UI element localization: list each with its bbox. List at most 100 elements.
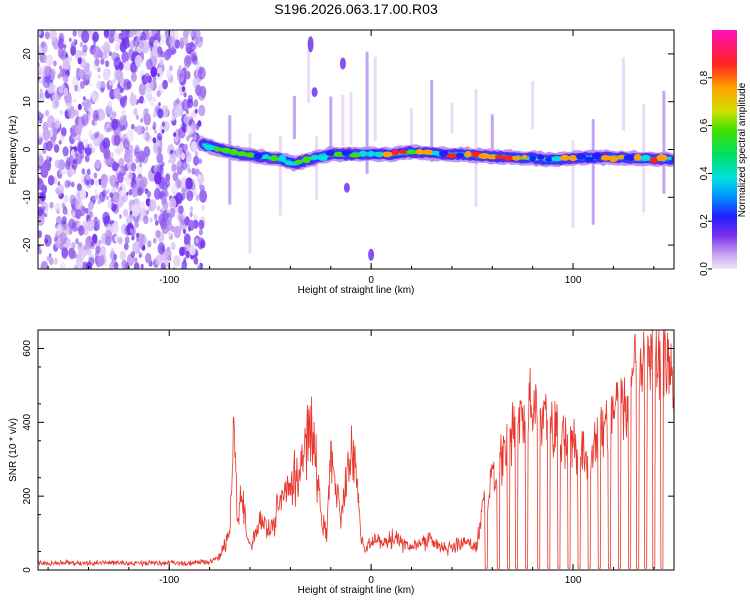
streak xyxy=(531,81,535,130)
streak xyxy=(329,96,333,150)
noise-blob xyxy=(152,112,157,118)
noise-blob xyxy=(95,194,99,200)
noise-blob xyxy=(190,122,196,131)
noise-blob xyxy=(59,169,63,175)
noise-blob xyxy=(62,146,69,157)
noise-blob xyxy=(119,250,126,261)
noise-blob xyxy=(113,253,118,261)
noise-blob xyxy=(77,57,82,65)
noise-blob xyxy=(181,246,187,256)
noise-blob xyxy=(131,203,140,217)
transient xyxy=(368,248,375,261)
noise-blob xyxy=(105,60,110,68)
noise-blob xyxy=(80,50,84,56)
noise-blob xyxy=(59,65,62,70)
noise-blob xyxy=(152,96,157,103)
noise-blob xyxy=(39,191,46,202)
noise-blob xyxy=(199,36,203,42)
noise-blob xyxy=(77,103,82,111)
noise-blob xyxy=(182,229,187,235)
streak xyxy=(228,115,232,205)
ridge-peak xyxy=(382,151,393,158)
ridge-peak xyxy=(421,149,434,155)
ridge-peak xyxy=(569,155,577,162)
noise-blob xyxy=(81,149,85,155)
noise-blob xyxy=(164,30,170,38)
noise-blob xyxy=(86,179,89,185)
noise-blob xyxy=(172,171,179,182)
noise-blob xyxy=(123,208,129,217)
noise-blob xyxy=(67,56,73,63)
noise-blob xyxy=(63,194,69,203)
transient xyxy=(307,36,314,53)
noise-blob xyxy=(69,194,77,205)
noise-blob xyxy=(84,154,90,163)
noise-blob xyxy=(100,58,105,65)
noise-blob xyxy=(82,44,88,53)
noise-blob xyxy=(197,66,206,80)
noise-blob xyxy=(183,143,188,152)
noise-blob xyxy=(130,62,137,73)
noise-blob xyxy=(134,144,140,153)
noise-blob xyxy=(198,219,205,230)
noise-blob xyxy=(134,257,138,263)
noise-blob xyxy=(82,261,87,267)
ridge-peak xyxy=(512,155,521,161)
noise-blob xyxy=(85,242,90,251)
noise-blob xyxy=(78,246,87,260)
noise-blob xyxy=(132,191,136,198)
noise-blob xyxy=(137,150,146,163)
streak xyxy=(278,136,282,216)
noise-blob xyxy=(195,84,202,96)
noise-blob xyxy=(136,233,140,238)
noise-blob xyxy=(75,153,83,165)
noise-blob xyxy=(124,243,127,248)
noise-blob xyxy=(55,187,60,195)
noise-blob xyxy=(46,255,50,262)
noise-blob xyxy=(193,99,199,107)
noise-blob xyxy=(89,143,93,149)
noise-blob xyxy=(57,181,61,186)
noise-blob xyxy=(186,135,190,142)
noise-blob xyxy=(93,172,98,179)
noise-blob xyxy=(111,118,119,130)
noise-blob xyxy=(109,174,118,187)
noise-blob xyxy=(176,179,182,189)
snr-ytick-label: 600 xyxy=(22,340,33,357)
spec-ytick-label: 0 xyxy=(22,146,33,152)
noise-blob xyxy=(65,160,71,170)
noise-blob xyxy=(78,225,85,236)
noise-blob xyxy=(185,56,192,65)
ridge-peak xyxy=(576,153,586,160)
noise-blob xyxy=(98,108,105,118)
noise-blob xyxy=(62,74,69,84)
ridge-peak xyxy=(253,153,263,160)
noise-blob xyxy=(58,85,64,94)
noise-blob xyxy=(139,69,145,78)
snr-frame xyxy=(37,329,675,571)
noise-blob xyxy=(44,234,52,247)
noise-blob xyxy=(156,90,161,98)
streak xyxy=(365,51,369,174)
spec-ytick-label: 10 xyxy=(22,96,33,108)
noise-blob xyxy=(200,189,205,197)
noise-blob xyxy=(46,140,53,152)
noise-blob xyxy=(91,233,98,244)
noise-blob xyxy=(81,114,89,127)
noise-blob xyxy=(78,69,85,80)
streak xyxy=(591,119,595,225)
noise-blob xyxy=(109,30,116,37)
noise-blob xyxy=(143,99,146,104)
noise-blob xyxy=(182,35,189,46)
ridge-peak xyxy=(656,154,668,162)
noise-blob xyxy=(106,123,110,128)
noise-blob xyxy=(102,51,108,60)
noise-blob xyxy=(95,113,99,119)
streak xyxy=(373,56,377,142)
noise-blob xyxy=(185,70,191,80)
noise-blob xyxy=(71,211,76,218)
noise-blob xyxy=(133,262,140,269)
noise-blob xyxy=(186,190,194,202)
noise-blob xyxy=(135,114,140,120)
streak xyxy=(315,136,319,200)
